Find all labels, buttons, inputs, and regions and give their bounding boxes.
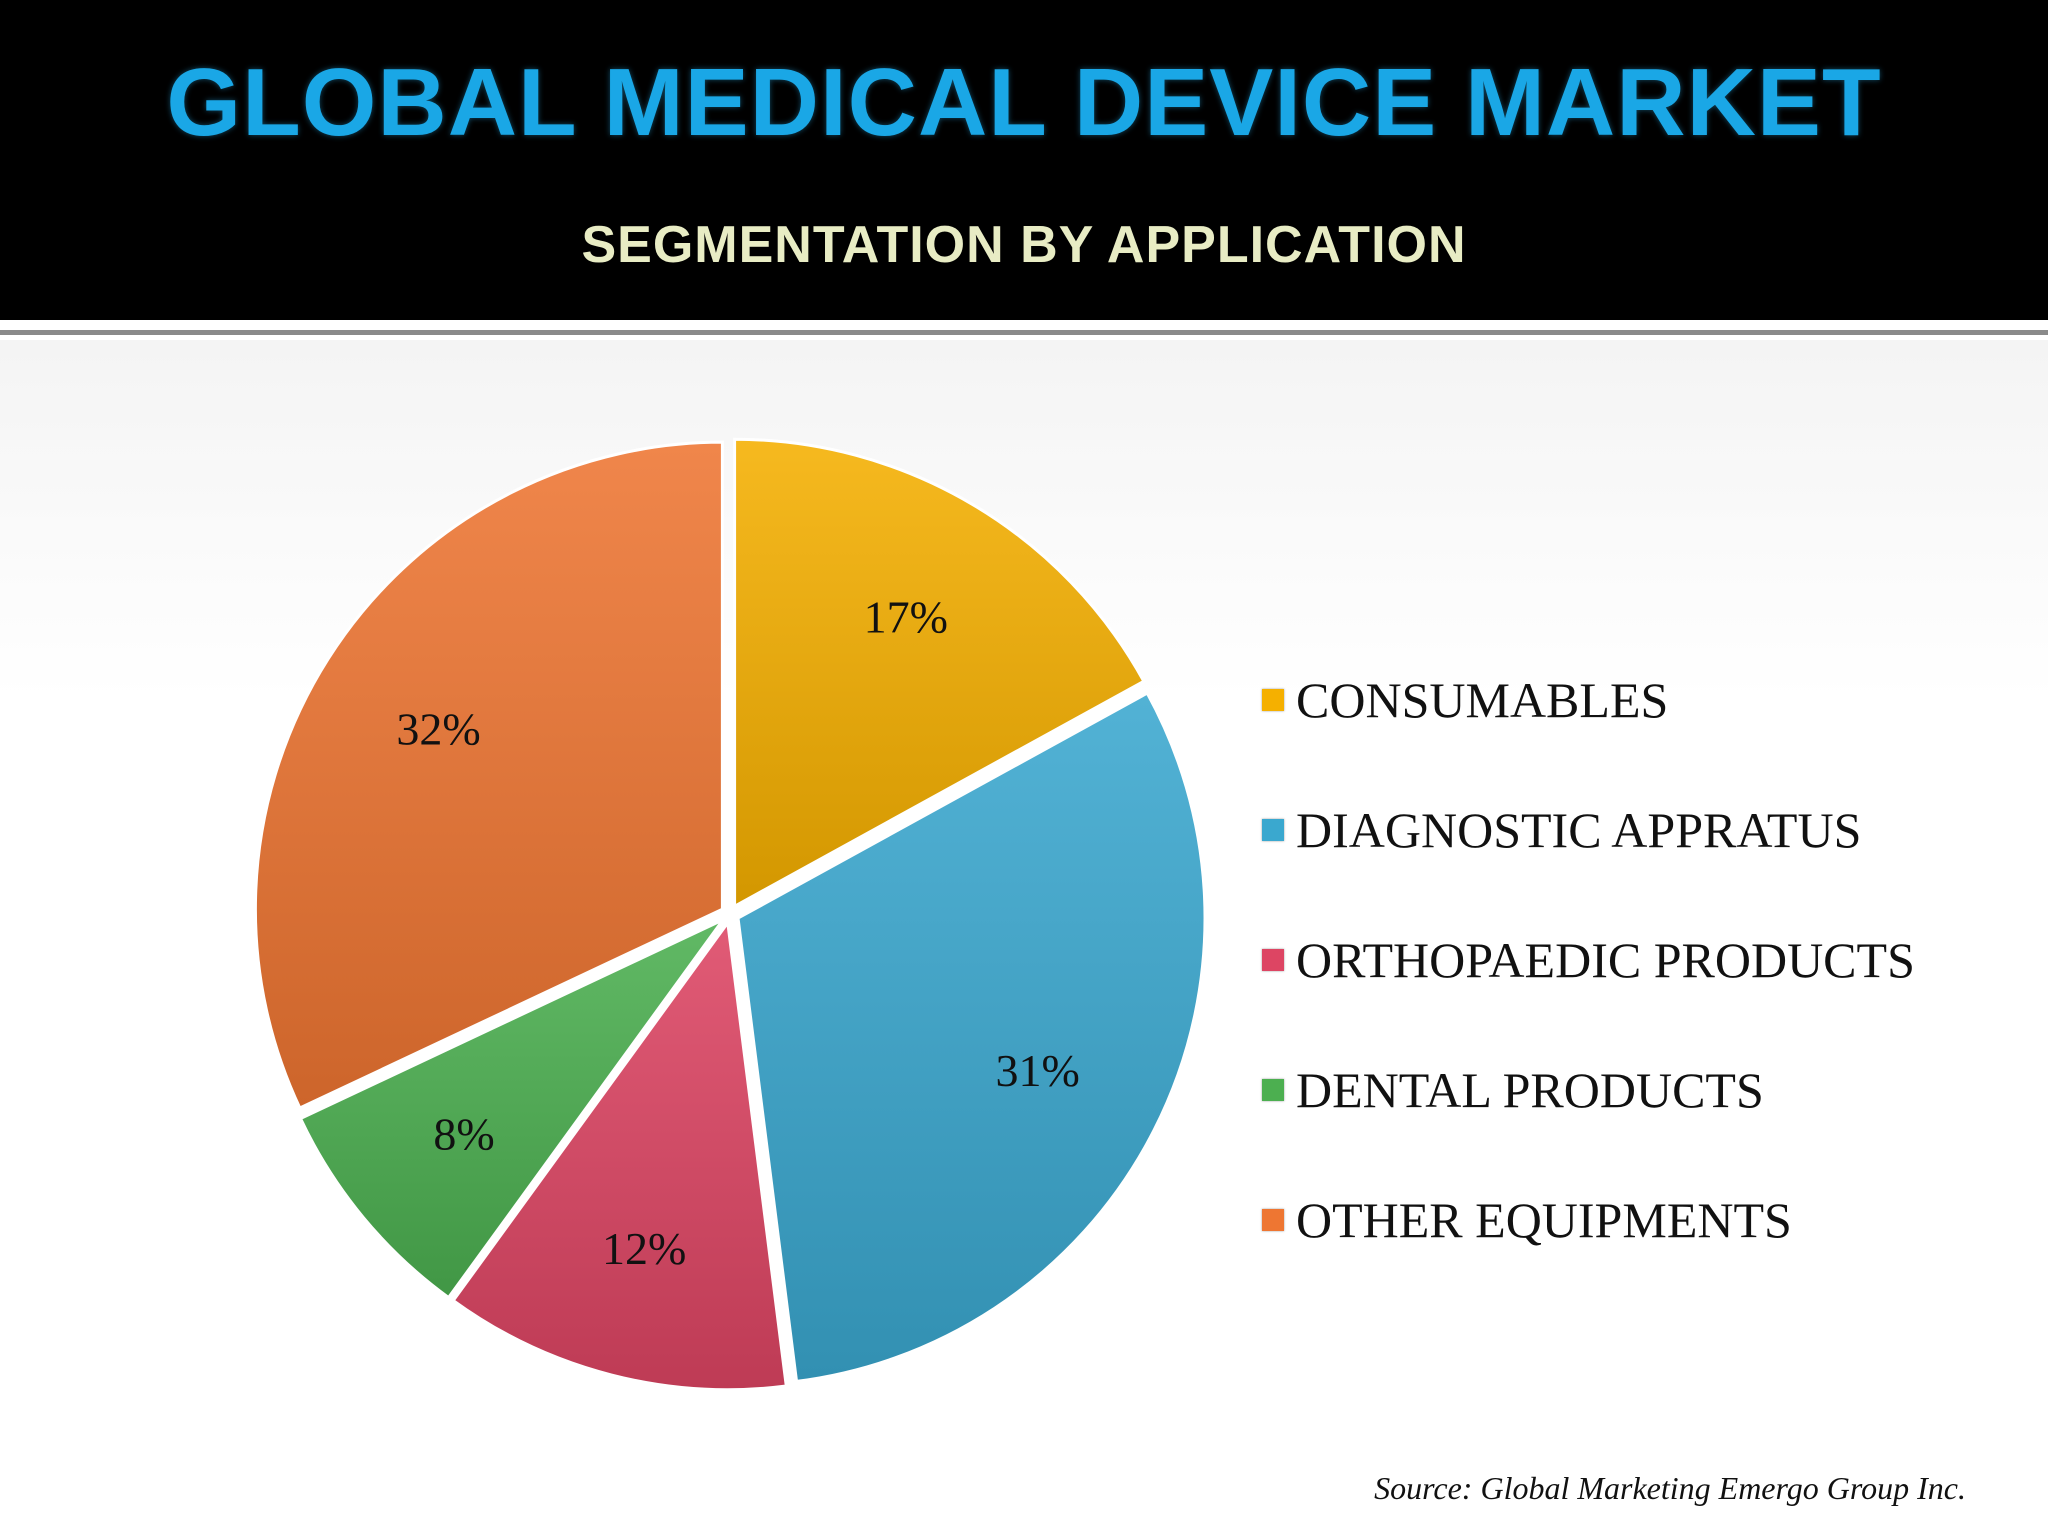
chart-legend: CONSUMABLES DIAGNOSTIC APPRATUS ORTHOPAE… bbox=[1262, 668, 1915, 1318]
legend-swatch bbox=[1262, 1209, 1284, 1231]
pie-slice-orthopaedic-products bbox=[451, 918, 788, 1392]
header-divider bbox=[0, 330, 2048, 335]
pie-data-label: 31% bbox=[995, 1045, 1079, 1096]
pie-data-label: 8% bbox=[433, 1109, 494, 1160]
legend-label: DENTAL PRODUCTS bbox=[1296, 1062, 1764, 1118]
legend-item-other-equipments: OTHER EQUIPMENTS bbox=[1262, 1188, 1915, 1318]
legend-item-orthopaedic-products: ORTHOPAEDIC PRODUCTS bbox=[1262, 928, 1915, 1058]
pie-slice-consumables bbox=[733, 437, 1146, 909]
legend-label: CONSUMABLES bbox=[1296, 672, 1669, 728]
source-note: Source: Global Marketing Emergo Group In… bbox=[1374, 1470, 1966, 1506]
legend-swatch bbox=[1262, 819, 1284, 841]
legend-item-diagnostic-apparatus: DIAGNOSTIC APPRATUS bbox=[1262, 798, 1915, 928]
legend-label: ORTHOPAEDIC PRODUCTS bbox=[1296, 932, 1915, 988]
pie-data-label: 17% bbox=[864, 591, 948, 642]
page-title: GLOBAL MEDICAL DEVICE MARKET bbox=[166, 49, 1882, 156]
header-banner: GLOBAL MEDICAL DEVICE MARKET SEGMENTATIO… bbox=[0, 0, 2048, 320]
legend-label: OTHER EQUIPMENTS bbox=[1296, 1192, 1792, 1248]
pie-slice-other-equipments bbox=[253, 440, 724, 1111]
legend-swatch bbox=[1262, 949, 1284, 971]
legend-label: DIAGNOSTIC APPRATUS bbox=[1296, 802, 1862, 858]
pie-slice-dental-products bbox=[298, 918, 725, 1300]
legend-swatch bbox=[1262, 689, 1284, 711]
page-subtitle: SEGMENTATION BY APPLICATION bbox=[581, 216, 1467, 274]
pie-slice-diagnostic-appratus bbox=[736, 691, 1207, 1384]
legend-swatch bbox=[1262, 1079, 1284, 1101]
pie-slices bbox=[253, 437, 1207, 1392]
legend-item-dental-products: DENTAL PRODUCTS bbox=[1262, 1058, 1915, 1188]
pie-data-labels: 17% 31% 12% 8% 32% bbox=[396, 591, 1079, 1274]
pie-data-label: 32% bbox=[396, 704, 480, 755]
legend-item-consumables: CONSUMABLES bbox=[1262, 668, 1915, 798]
pie-data-label: 12% bbox=[602, 1223, 686, 1274]
